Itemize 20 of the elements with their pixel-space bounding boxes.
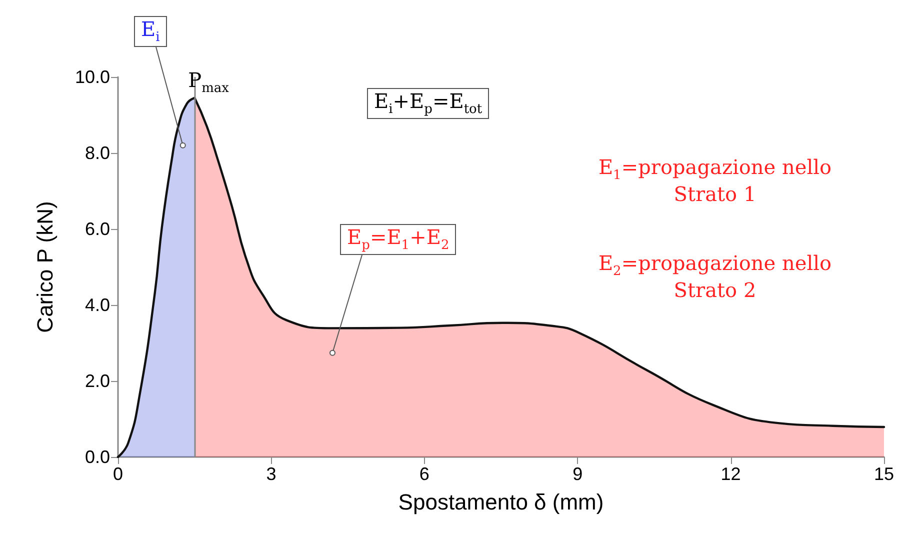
annotation: P$_{max}$	[188, 68, 229, 96]
x-tick-label: 0	[112, 464, 124, 484]
y-tick-label: 6.0	[84, 219, 110, 239]
annotation: E$_{p}$=E$_{1}$+E$_{2}$	[340, 224, 456, 256]
annotation: E$_{1}$=propagazione nello Strato 1	[597, 155, 833, 206]
y-tick-label: 10.0	[74, 67, 110, 87]
y-tick-label: 4.0	[84, 295, 110, 315]
x-axis-title: Spostamento δ (mm)	[398, 490, 604, 514]
x-tick-label: 6	[419, 464, 430, 484]
y-axis-title: Carico P (kN)	[32, 201, 58, 333]
annotation: E$_{2}$=propagazione nello Strato 2	[597, 251, 833, 302]
x-tick-label: 12	[720, 464, 741, 484]
y-tick-label: 8.0	[84, 143, 110, 163]
annotation: E$_{i}$	[134, 16, 167, 48]
annotation: E$_{i}$+E$_{p}$=E$_{tot}$	[367, 88, 490, 120]
x-tick-label: 3	[266, 464, 276, 484]
y-tick-label: 0.0	[84, 447, 110, 467]
x-tick-label: 15	[874, 464, 894, 484]
y-tick-label: 2.0	[84, 371, 110, 391]
x-tick-label: 9	[572, 464, 583, 484]
